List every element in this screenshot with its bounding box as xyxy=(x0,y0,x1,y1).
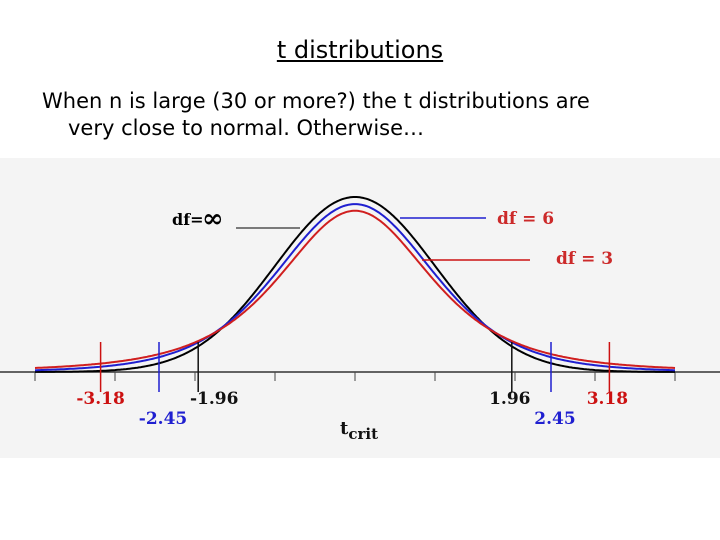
critical-label--3-18: -3.18 xyxy=(76,389,124,409)
critical-label-3-18: 3.18 xyxy=(587,389,628,409)
body-line-1: When n is large (30 or more?) the t dist… xyxy=(42,89,590,113)
chart-panel: -3.18 -2.45 -1.96 1.96 2.45 3.18 df= ∞ df = 6… xyxy=(0,158,720,458)
slide-body-text: When n is large (30 or more?) the t dist… xyxy=(42,88,682,142)
df-3-label: df = 3 xyxy=(556,249,613,269)
t-crit-label: tcrit xyxy=(340,418,378,443)
df-6-label: df = 6 xyxy=(497,209,554,229)
density-curves xyxy=(34,196,676,373)
critical-label-1-96: 1.96 xyxy=(489,389,530,409)
t-symbol: t xyxy=(340,418,349,439)
curve-df-6 xyxy=(35,203,675,372)
critical-label-2-45: 2.45 xyxy=(534,409,575,429)
x-axis xyxy=(0,371,720,381)
t-distribution-chart: -3.18 -2.45-1.96 1.962.45 3.18 df= ∞ df = 6… xyxy=(0,196,720,443)
slide-title: t distributions xyxy=(276,36,444,64)
df-inf-label: df= xyxy=(172,210,203,229)
crit-subscript: crit xyxy=(348,425,378,443)
curve-df-infinity xyxy=(35,196,675,373)
body-line-2: very close to normal. Otherwise… xyxy=(68,116,425,140)
critical-label--2-45: -2.45 xyxy=(139,409,187,429)
critical-label--1-96: -1.96 xyxy=(190,389,238,409)
critical-value-markers: -3.18 -2.45-1.96 1.962.45 3.18 xyxy=(76,342,628,429)
infinity-symbol: ∞ xyxy=(202,204,224,234)
curve-df-3 xyxy=(34,209,676,369)
